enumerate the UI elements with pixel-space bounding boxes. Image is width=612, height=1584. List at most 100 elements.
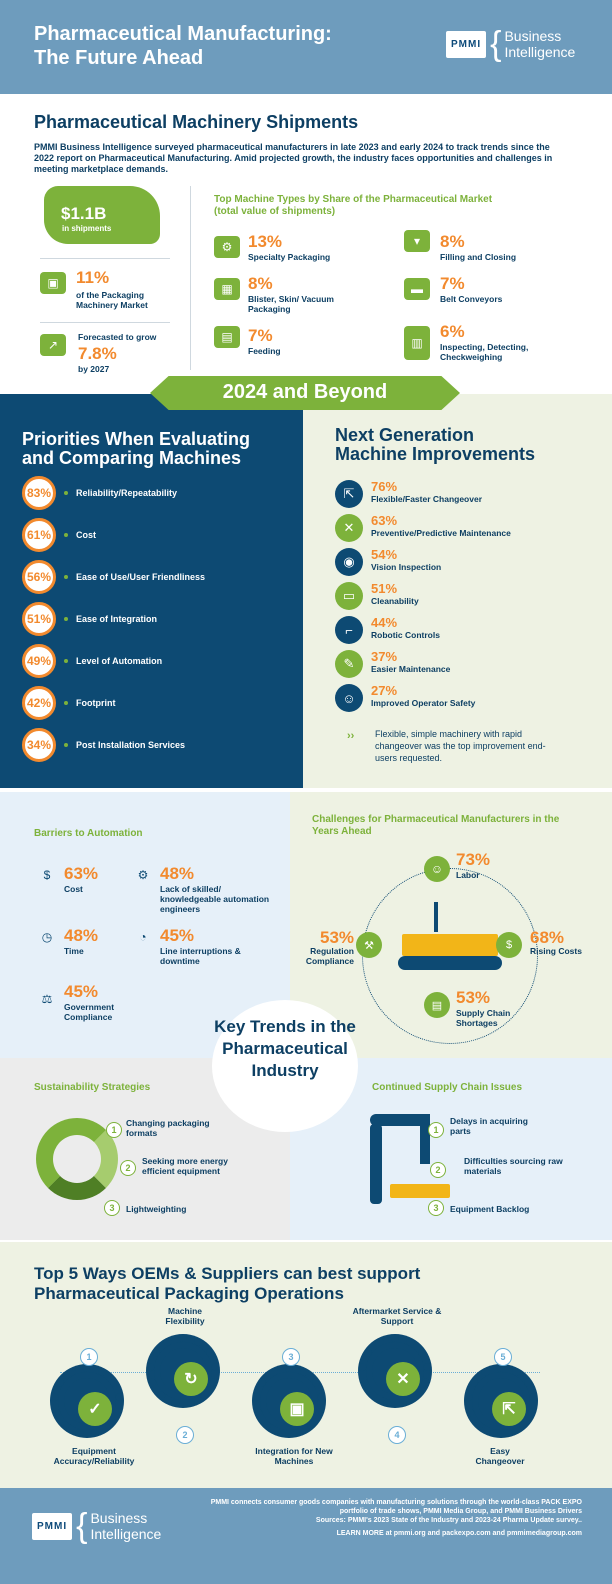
challenges-items-3-pct: 53% xyxy=(320,928,355,947)
priority-label: Ease of Integration xyxy=(76,614,158,624)
screen-click-icon: ▣ xyxy=(280,1392,314,1426)
decor: 1 xyxy=(428,1122,444,1138)
supply-items-2: Equipment Backlog xyxy=(450,1204,530,1214)
decor xyxy=(40,322,170,323)
gavel-icon: ⚒ xyxy=(356,932,382,958)
priority-row: 42% Footprint xyxy=(22,686,116,720)
priority-label: Reliability/Repeatability xyxy=(76,488,178,498)
improvement-pct: 51% xyxy=(371,581,398,596)
gears-icon: ⚙ xyxy=(214,236,240,258)
logo-text-1: Business xyxy=(504,28,562,44)
barriers-items-4-label: Government Compliance xyxy=(64,1002,115,1022)
type-label: Belt Conveyors xyxy=(440,294,503,304)
top5-items-1-label: Machine Flexibility xyxy=(165,1306,205,1326)
type-pct: 13% xyxy=(248,232,283,251)
footer-text: PMMI connects consumer goods companies w… xyxy=(202,1498,582,1538)
decor: 4 xyxy=(388,1426,406,1444)
decor: 27% Improved Operator Safety xyxy=(371,684,476,709)
improvement-pct: 63% xyxy=(371,513,398,528)
decor: 3 xyxy=(104,1200,120,1216)
improvement-row: ☺ 27% Improved Operator Safety xyxy=(335,684,475,712)
challenges-title: Challenges for Pharmaceutical Manufactur… xyxy=(312,814,560,837)
decor xyxy=(370,1114,430,1126)
priority-pct: 49% xyxy=(22,644,56,678)
type-pct: 7% xyxy=(248,326,273,345)
header-logo-text1: Business xyxy=(90,1510,148,1526)
decor xyxy=(64,491,68,495)
type-pct: 8% xyxy=(440,232,465,251)
supply-items-0: Delays in acquiring parts xyxy=(450,1116,528,1136)
decor: 44% Robotic Controls xyxy=(371,616,440,641)
page-title: Pharmaceutical Manufacturing: The Future … xyxy=(34,22,332,70)
type-pct: 6% xyxy=(440,322,465,341)
priority-pct: 34% xyxy=(22,728,56,762)
maintenance-icon: ✎ xyxy=(335,650,363,678)
type-label: Feeding xyxy=(248,346,281,356)
type-label: Specialty Packaging xyxy=(248,252,331,262)
shipments-title: Pharmaceutical Machinery Shipments xyxy=(34,112,359,132)
improvement-row: ▭ 51% Cleanability xyxy=(335,582,419,610)
next-gen-title: Next Generation Machine Improvements xyxy=(335,426,535,464)
priority-label: Ease of Use/User Friendliness xyxy=(76,572,206,582)
feeder-icon: ▤ xyxy=(214,326,240,348)
top5-title: Top 5 Ways OEMs & Suppliers can best sup… xyxy=(34,1264,420,1304)
priority-label: Level of Automation xyxy=(76,656,163,666)
priority-row: 56% Ease of Use/User Friendliness xyxy=(22,560,205,594)
dollar-arrows-icon: $ xyxy=(496,932,522,958)
shipments-value: $1.1B xyxy=(61,204,107,223)
improvement-label: Vision Inspection xyxy=(371,562,442,572)
shipments-value-label: in shipments xyxy=(62,224,112,233)
next-gen-note: Flexible, simple machinery with rapid ch… xyxy=(375,729,546,763)
decor xyxy=(64,743,68,747)
challenges-items-1-label: Rising Costs xyxy=(530,946,582,956)
gear-person-icon: ⚙ xyxy=(137,868,149,882)
priorities-title: Priorities When Evaluating and Comparing … xyxy=(22,430,250,468)
top5-items-2-label: Integration for New Machines xyxy=(255,1446,333,1466)
decor: 54% Vision Inspection xyxy=(371,548,442,573)
pmmi-logo: PMMI { Business Intelligence xyxy=(446,27,575,61)
footer: PMMI { Business Intelligence PMMI connect… xyxy=(0,1488,612,1584)
inspection-machine-icon: ▥ xyxy=(404,326,430,360)
scales-icon: ⚖ xyxy=(41,992,53,1006)
blister-pack-icon: ▦ xyxy=(214,278,240,300)
decor: 37% Easier Maintenance xyxy=(371,650,450,675)
pmmi-logo-footer: PMMI { Business Intelligence xyxy=(32,1509,161,1543)
barriers-items-1-pct: 48% xyxy=(160,864,195,883)
barriers-items-0-label: Cost xyxy=(64,884,83,894)
decor: 5 xyxy=(494,1348,512,1366)
cleaning-icon: ▭ xyxy=(335,582,363,610)
decor: 3 xyxy=(282,1348,300,1366)
shipments-intro: PMMI Business Intelligence surveyed phar… xyxy=(34,142,553,174)
barriers-items-2-label: Time xyxy=(64,946,84,956)
barriers-items-3-label: Line interruptions & downtime xyxy=(160,946,241,966)
decor xyxy=(420,1114,430,1164)
share-label: of the Packaging Machinery Market xyxy=(76,290,148,310)
supply-items-1: Difficulties sourcing raw materials xyxy=(464,1156,563,1176)
challenges-items-1-pct: 68% xyxy=(530,928,565,947)
priorities-panel: Priorities When Evaluating and Comparing … xyxy=(0,394,303,788)
barriers-items-3-pct: 45% xyxy=(160,926,195,945)
gear-icon: ✕ xyxy=(358,1334,432,1408)
barriers-title: Barriers to Automation xyxy=(34,828,143,839)
improvement-row: ✕ 63% Preventive/Predictive Maintenance xyxy=(335,514,511,542)
decor xyxy=(434,902,438,932)
next-gen-panel: Next Generation Machine Improvements ⇱ 76%… xyxy=(303,394,612,788)
learn-more-link[interactable]: LEARN MORE at pmmi.org and packexpo.com … xyxy=(336,1530,582,1537)
barriers-items-1-label: Lack of skilled/ knowledgeable automatio… xyxy=(160,884,270,914)
decor: Business Intelligence xyxy=(504,28,575,60)
type-pct: 8% xyxy=(248,274,273,293)
priority-row: 34% Post Installation Services xyxy=(22,728,185,762)
top5-panel: Top 5 Ways OEMs & Suppliers can best sup… xyxy=(0,1242,612,1488)
improvement-label: Improved Operator Safety xyxy=(371,698,476,708)
priority-row: 49% Level of Automation xyxy=(22,644,162,678)
decor: 2 xyxy=(176,1426,194,1444)
improvement-label: Cleanability xyxy=(371,596,419,606)
robot-arm-icon: ⌐ xyxy=(335,616,363,644)
improvement-row: ⌐ 44% Robotic Controls xyxy=(335,616,440,644)
conveyor-robot-icon xyxy=(394,900,504,974)
sustainability-items-2: Lightweighting xyxy=(126,1204,187,1214)
decor xyxy=(398,956,502,970)
gear-icon: ⇱ xyxy=(464,1364,538,1438)
key-trends-circle: Key Trends in the Pharmaceutical Industr… xyxy=(212,1000,358,1132)
section-band: 2024 and Beyond xyxy=(150,376,460,410)
